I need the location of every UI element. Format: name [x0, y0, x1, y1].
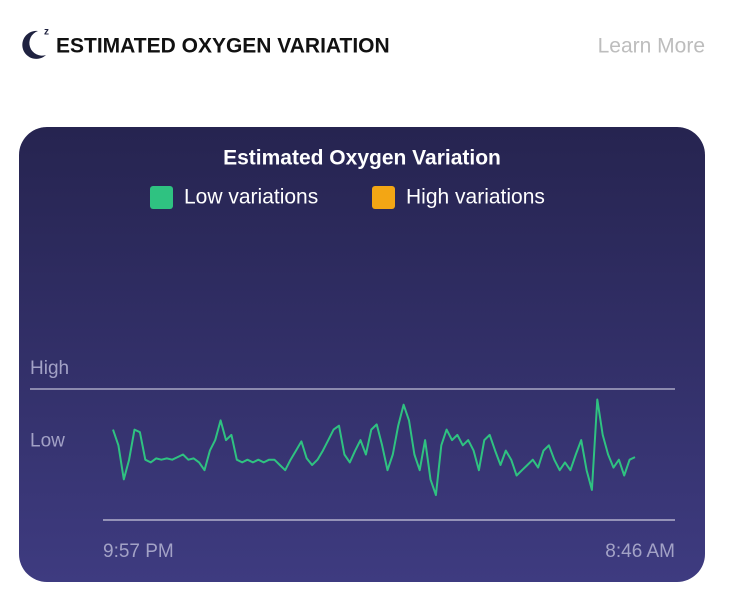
- y-tick-label: High: [30, 358, 69, 379]
- data-line: [112, 398, 636, 497]
- chart: Low variations High variations High Low 9:57…: [30, 186, 675, 562]
- x-tick-label: 8:46 AM: [605, 541, 675, 562]
- y-tick-label: Low: [30, 430, 65, 451]
- legend-swatch: [150, 186, 173, 209]
- chart-card: [19, 127, 705, 582]
- x-tick-label: 9:57 PM: [103, 541, 174, 562]
- svg-text:z: z: [44, 27, 49, 38]
- section-title: ESTIMATED OXYGEN VARIATION: [56, 35, 390, 58]
- chart-title: Estimated Oxygen Variation: [223, 147, 501, 170]
- moon-icon: z: [22, 27, 49, 59]
- legend-swatch: [372, 186, 395, 209]
- learn-more-link[interactable]: Learn More: [598, 35, 705, 58]
- legend-label: Low variations: [184, 186, 318, 209]
- legend-label: High variations: [406, 186, 545, 209]
